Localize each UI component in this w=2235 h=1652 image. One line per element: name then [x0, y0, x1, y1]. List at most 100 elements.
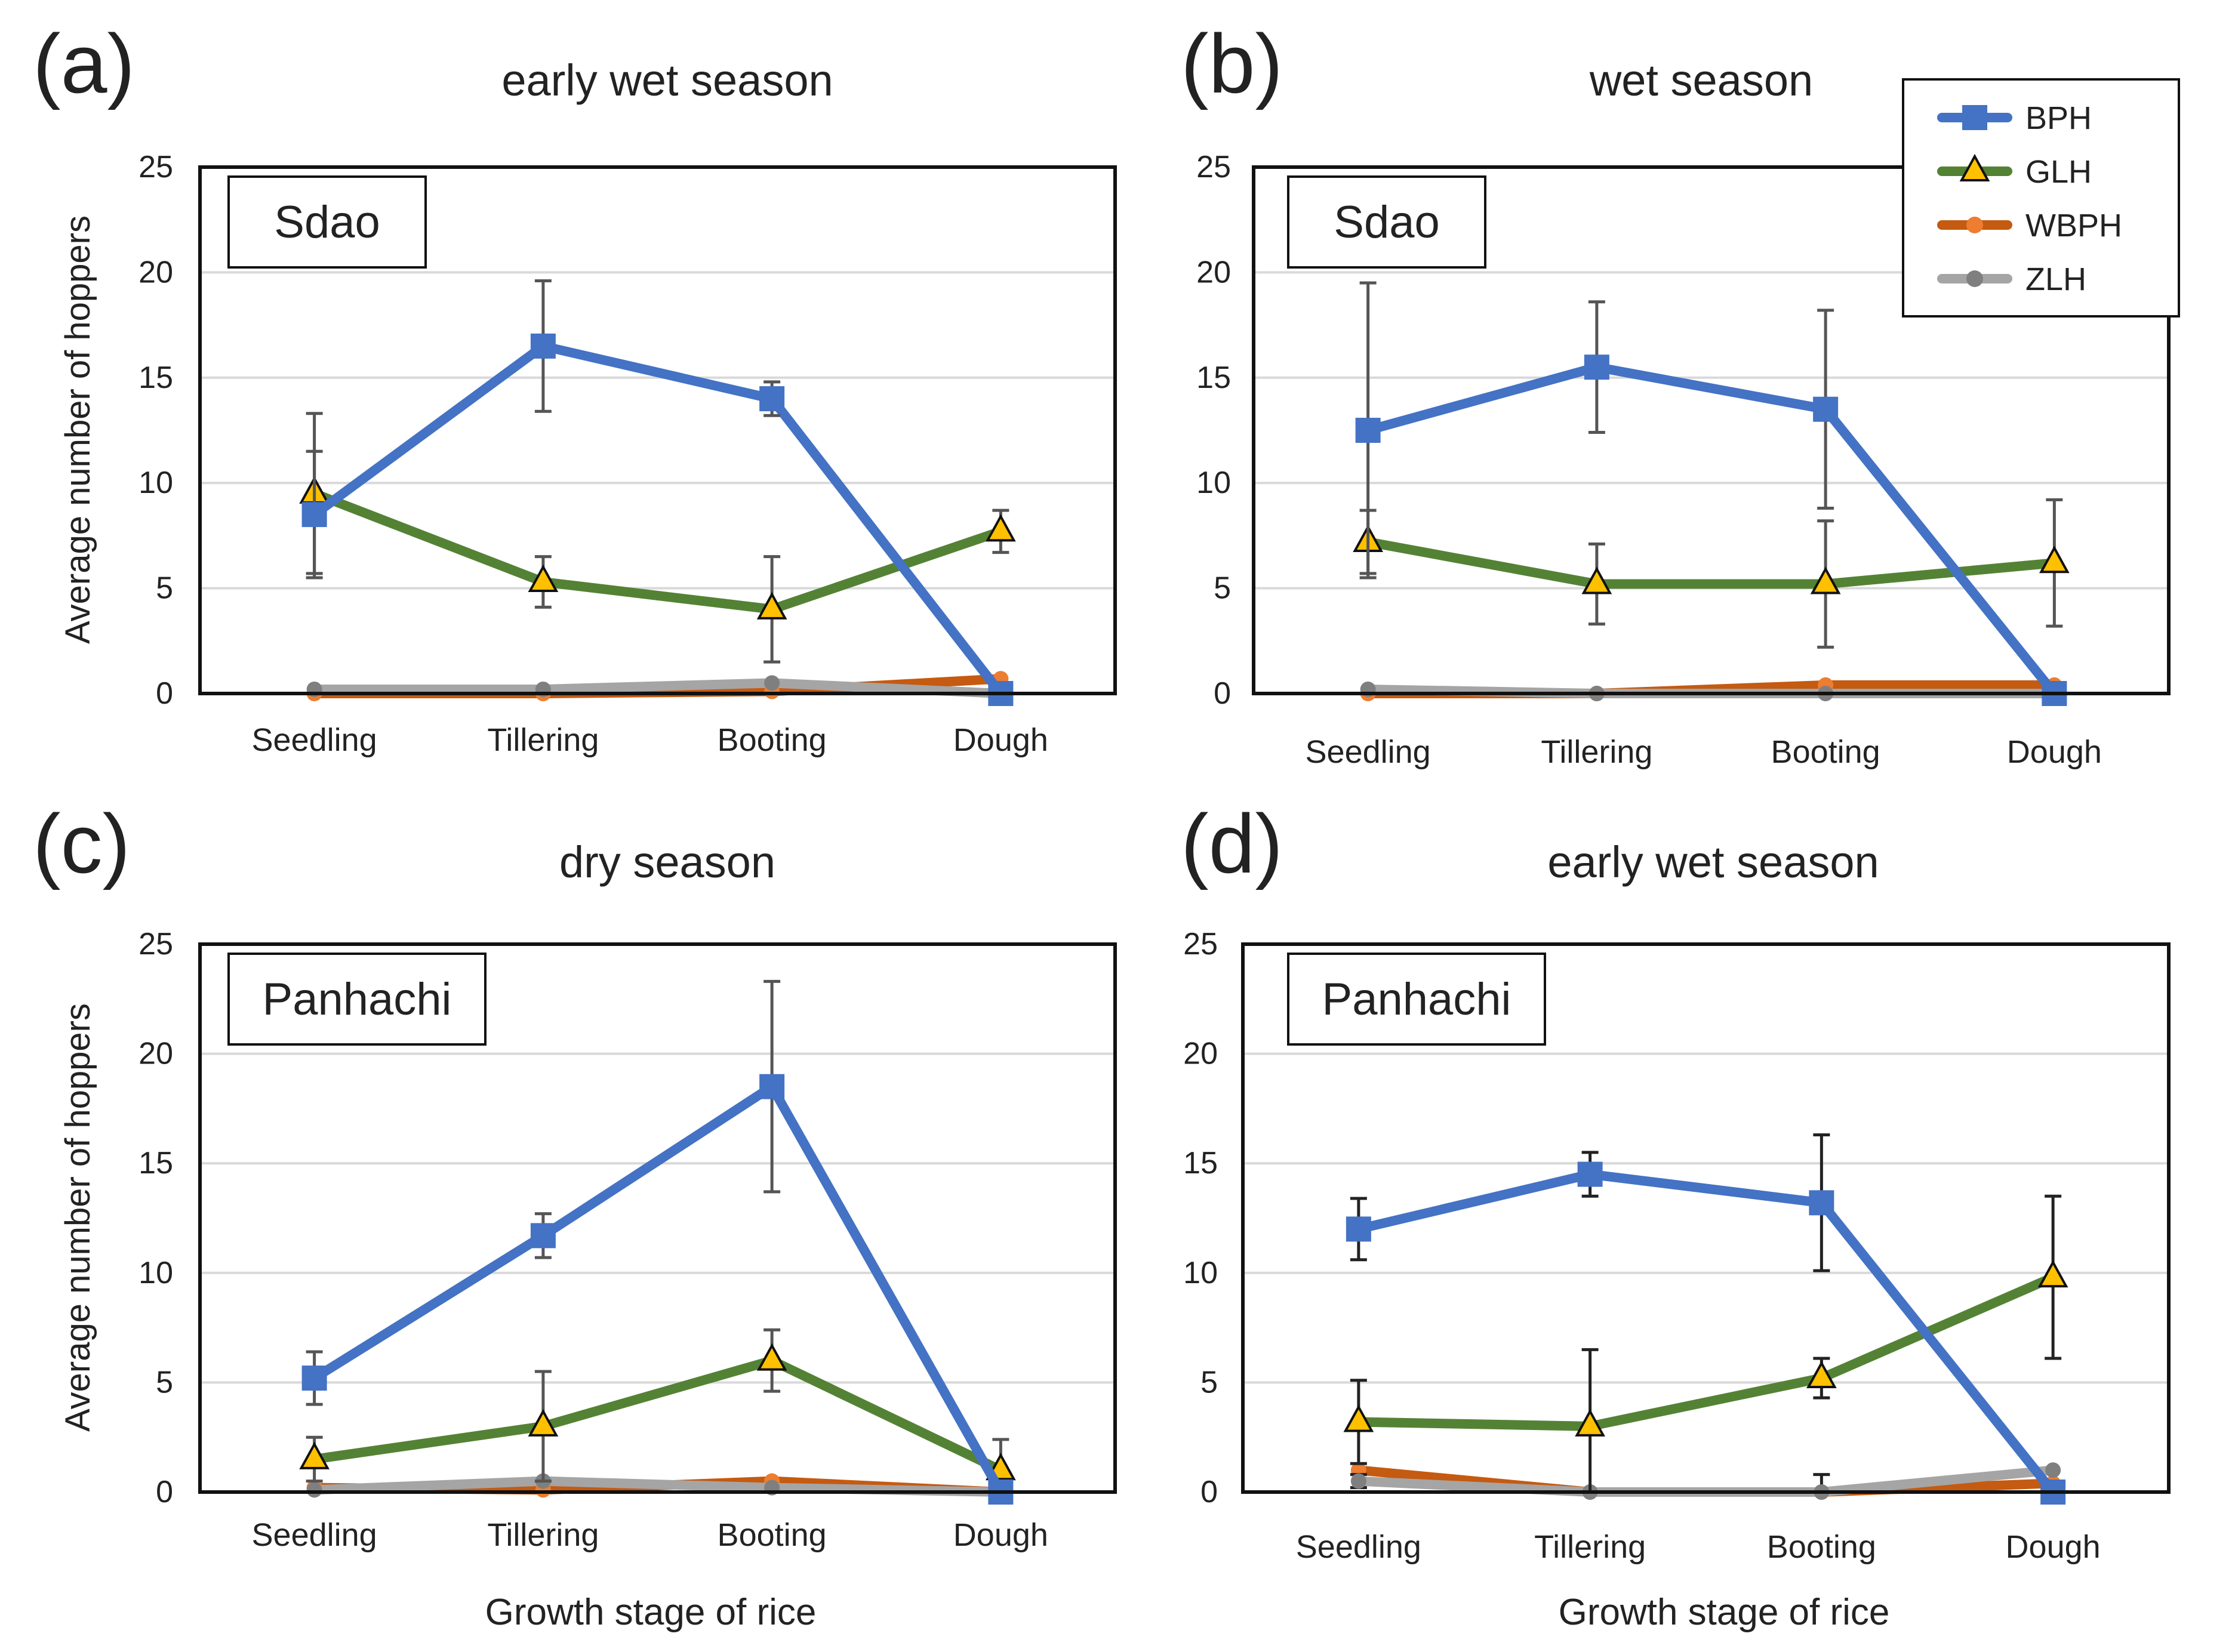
y-tick-label: 15 — [138, 360, 173, 395]
y-tick-label: 0 — [1200, 1475, 1218, 1509]
series-bph — [301, 279, 1014, 706]
x-tick-label: Tillering — [487, 722, 599, 758]
y-tick-label: 5 — [156, 571, 173, 606]
plot-frame — [1241, 942, 2171, 1494]
plot-frame — [198, 942, 1117, 1494]
panel-a: 0 5 10 15 20 25 Seedling Tillering Booting Dough (… — [33, 17, 1117, 758]
series-line-zlh — [309, 678, 1006, 698]
x-axis-label: Growth stage of rice — [485, 1592, 817, 1633]
y-tick-label: 10 — [138, 466, 173, 500]
y-tick-label: 25 — [1183, 927, 1218, 961]
y-tick-label: 0 — [156, 1475, 173, 1509]
site-label-box: Sdao — [1287, 175, 1486, 269]
x-tick-label: Dough — [2007, 734, 2102, 770]
data-point — [1806, 1360, 1837, 1389]
legend-label: GLH — [2025, 154, 2092, 190]
y-tick-label: 20 — [138, 1037, 173, 1071]
panel-title: early wet season — [501, 56, 833, 105]
data-point — [1810, 566, 1841, 594]
data-point — [301, 502, 327, 528]
data-point — [1577, 1161, 1603, 1187]
series-line-bph — [309, 341, 1006, 698]
x-tick-label: Tillering — [1534, 1529, 1646, 1565]
x-tick-label: Dough — [953, 1517, 1048, 1553]
site-label-frame — [1287, 175, 1486, 269]
y-tick-label: 15 — [138, 1146, 173, 1181]
x-tick-label: Tillering — [1541, 734, 1652, 770]
site-label: Panhachi — [1322, 974, 1511, 1025]
series-glh — [1343, 1194, 2068, 1494]
data-point — [1813, 396, 1839, 422]
y-tick-label: 15 — [1196, 360, 1231, 395]
legend-label: BPH — [2025, 100, 2092, 136]
y-tick-label: 20 — [138, 255, 173, 289]
panel-title: early wet season — [1547, 837, 1879, 887]
data-point — [985, 514, 1016, 542]
legend-marker — [1966, 217, 1983, 233]
y-axis-label: Average number of hoppers — [59, 1003, 97, 1432]
y-tick-label: 5 — [156, 1365, 173, 1400]
plot-frame — [1252, 165, 2171, 695]
y-tick-label: 10 — [1183, 1256, 1218, 1290]
panel-title: wet season — [1589, 56, 1813, 105]
y-tick-label: 15 — [1183, 1146, 1218, 1181]
data-point — [530, 333, 556, 359]
legend-marker — [1966, 270, 1983, 287]
panel-label: (d) — [1181, 797, 1283, 890]
site-label-box: Panhachi — [227, 953, 487, 1046]
data-point — [1581, 566, 1612, 594]
y-axis-label: Average number of hoppers — [59, 215, 97, 644]
y-tick-label: 10 — [138, 1256, 173, 1290]
legend-item-wbph: WBPH — [1937, 208, 2122, 244]
y-tick-label: 25 — [1196, 150, 1231, 184]
x-tick-label: Tillering — [487, 1517, 599, 1553]
site-label-frame — [1287, 953, 1546, 1046]
series-bph — [301, 979, 1014, 1505]
legend-label: ZLH — [2025, 261, 2086, 297]
site-label-box: Sdao — [227, 175, 427, 269]
x-tick-label: Booting — [1771, 734, 1880, 770]
data-point — [301, 1366, 327, 1391]
data-point — [530, 1223, 556, 1249]
y-tick-label: 20 — [1183, 1037, 1218, 1071]
x-tick-label: Seedling — [252, 722, 377, 758]
series-line-zlh — [309, 1476, 1006, 1497]
x-axis-label: Growth stage of rice — [1559, 1592, 1890, 1633]
data-point — [1575, 1408, 1606, 1437]
panel-label: (a) — [33, 17, 135, 110]
legend-label: WBPH — [2025, 208, 2122, 244]
data-point — [756, 1343, 787, 1371]
x-tick-label: Seedling — [1306, 734, 1431, 770]
data-point — [1350, 1473, 1366, 1489]
site-label: Sdao — [1334, 197, 1440, 248]
site-label-box: Panhachi — [1287, 953, 1546, 1046]
series-line-glh — [309, 488, 1006, 614]
data-point — [1584, 355, 1609, 380]
data-point — [528, 1408, 559, 1437]
legend-item-zlh: ZLH — [1937, 261, 2086, 297]
series-glh — [1353, 498, 2070, 649]
y-tick-label: 20 — [1196, 255, 1231, 289]
site-label: Sdao — [274, 197, 380, 248]
panel-title: dry season — [559, 837, 775, 887]
site-label-frame — [227, 175, 427, 269]
x-tick-label: Dough — [953, 722, 1048, 758]
data-point — [764, 675, 780, 691]
x-tick-label: Booting — [1767, 1529, 1876, 1565]
panel-d: 0 5 10 15 20 25 Seedling Tillering Booting Dough (… — [1181, 797, 2171, 1565]
series-bph — [1355, 281, 2067, 706]
y-tick-label: 0 — [156, 676, 173, 711]
legend-item-glh: GLH — [1937, 153, 2092, 190]
data-point — [1346, 1216, 1371, 1242]
data-point — [306, 1482, 322, 1498]
data-point — [2045, 1462, 2061, 1478]
series-line-glh — [1363, 537, 2059, 589]
data-point — [299, 1441, 330, 1469]
series-line-glh — [1353, 1272, 2058, 1431]
data-point — [1809, 1190, 1834, 1216]
data-point — [1355, 418, 1381, 443]
y-tick-label: 25 — [138, 150, 173, 184]
legend-marker — [1962, 105, 1987, 130]
site-label-frame — [227, 953, 487, 1046]
